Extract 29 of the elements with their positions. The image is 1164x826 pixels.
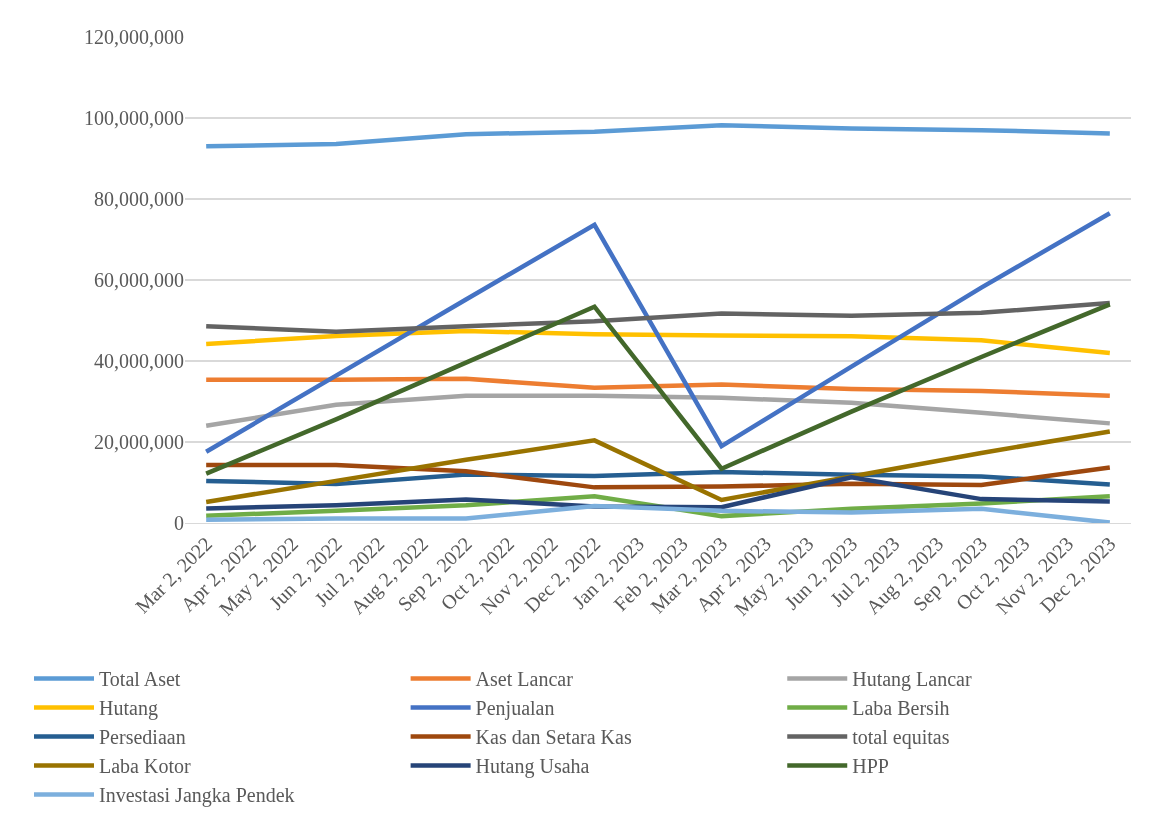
legend-label: Laba Kotor (99, 755, 191, 778)
y-tick-label: 20,000,000 (94, 431, 184, 453)
y-tick-label: 80,000,000 (94, 188, 184, 210)
legend-label: Hutang Usaha (475, 755, 590, 779)
legend-label: Penjualan (475, 697, 555, 721)
legend-label: Investasi Jangka Pendek (99, 784, 295, 808)
y-tick-label: 120,000,000 (84, 26, 184, 48)
line-series (203, 429, 1113, 505)
y-tick-label: 0 (174, 512, 184, 534)
line-series (203, 503, 1113, 523)
legend-label: Aset Lancar (475, 668, 574, 691)
y-tick-label: 100,000,000 (84, 107, 184, 129)
y-tick-label: 60,000,000 (94, 269, 184, 291)
legend-label: Kas dan Setara Kas (475, 726, 632, 749)
line-series (203, 376, 1113, 399)
legend-label: Hutang Lancar (852, 668, 972, 692)
legend-label: Hutang (99, 697, 158, 721)
legend-label: Persediaan (99, 726, 186, 749)
line-series (203, 300, 1113, 335)
legend-label: Laba Bersih (852, 697, 950, 720)
legend-label: HPP (852, 755, 889, 778)
line-series (203, 393, 1113, 429)
line-series (203, 123, 1113, 149)
line-series (203, 210, 1113, 454)
legend-label: Total Aset (99, 668, 181, 691)
line-series (203, 328, 1113, 356)
y-tick-label: 40,000,000 (94, 350, 184, 372)
line-series (203, 302, 1113, 476)
legend-label: total equitas (852, 726, 950, 750)
